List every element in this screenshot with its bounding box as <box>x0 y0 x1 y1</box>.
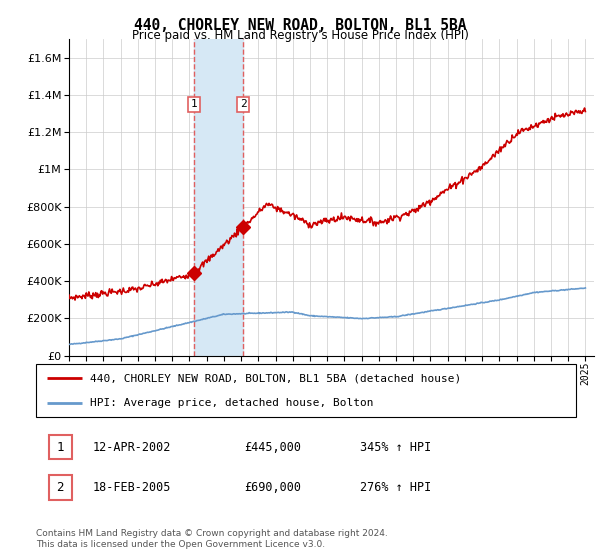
Text: HPI: Average price, detached house, Bolton: HPI: Average price, detached house, Bolt… <box>90 398 373 408</box>
Text: 276% ↑ HPI: 276% ↑ HPI <box>360 481 431 494</box>
FancyBboxPatch shape <box>36 364 576 417</box>
Text: £690,000: £690,000 <box>244 481 301 494</box>
Text: 345% ↑ HPI: 345% ↑ HPI <box>360 441 431 454</box>
Text: 12-APR-2002: 12-APR-2002 <box>92 441 171 454</box>
Text: Price paid vs. HM Land Registry's House Price Index (HPI): Price paid vs. HM Land Registry's House … <box>131 29 469 42</box>
Bar <box>194 39 243 356</box>
FancyBboxPatch shape <box>49 475 71 500</box>
Text: 18-FEB-2005: 18-FEB-2005 <box>92 481 171 494</box>
Text: 2: 2 <box>240 99 247 109</box>
Text: 2: 2 <box>56 481 64 494</box>
Text: 440, CHORLEY NEW ROAD, BOLTON, BL1 5BA: 440, CHORLEY NEW ROAD, BOLTON, BL1 5BA <box>134 18 466 34</box>
Text: £445,000: £445,000 <box>244 441 301 454</box>
FancyBboxPatch shape <box>49 435 71 459</box>
Text: Contains HM Land Registry data © Crown copyright and database right 2024.
This d: Contains HM Land Registry data © Crown c… <box>36 529 388 549</box>
Text: 1: 1 <box>56 441 64 454</box>
Text: 1: 1 <box>191 99 197 109</box>
Text: 440, CHORLEY NEW ROAD, BOLTON, BL1 5BA (detached house): 440, CHORLEY NEW ROAD, BOLTON, BL1 5BA (… <box>90 374 461 384</box>
